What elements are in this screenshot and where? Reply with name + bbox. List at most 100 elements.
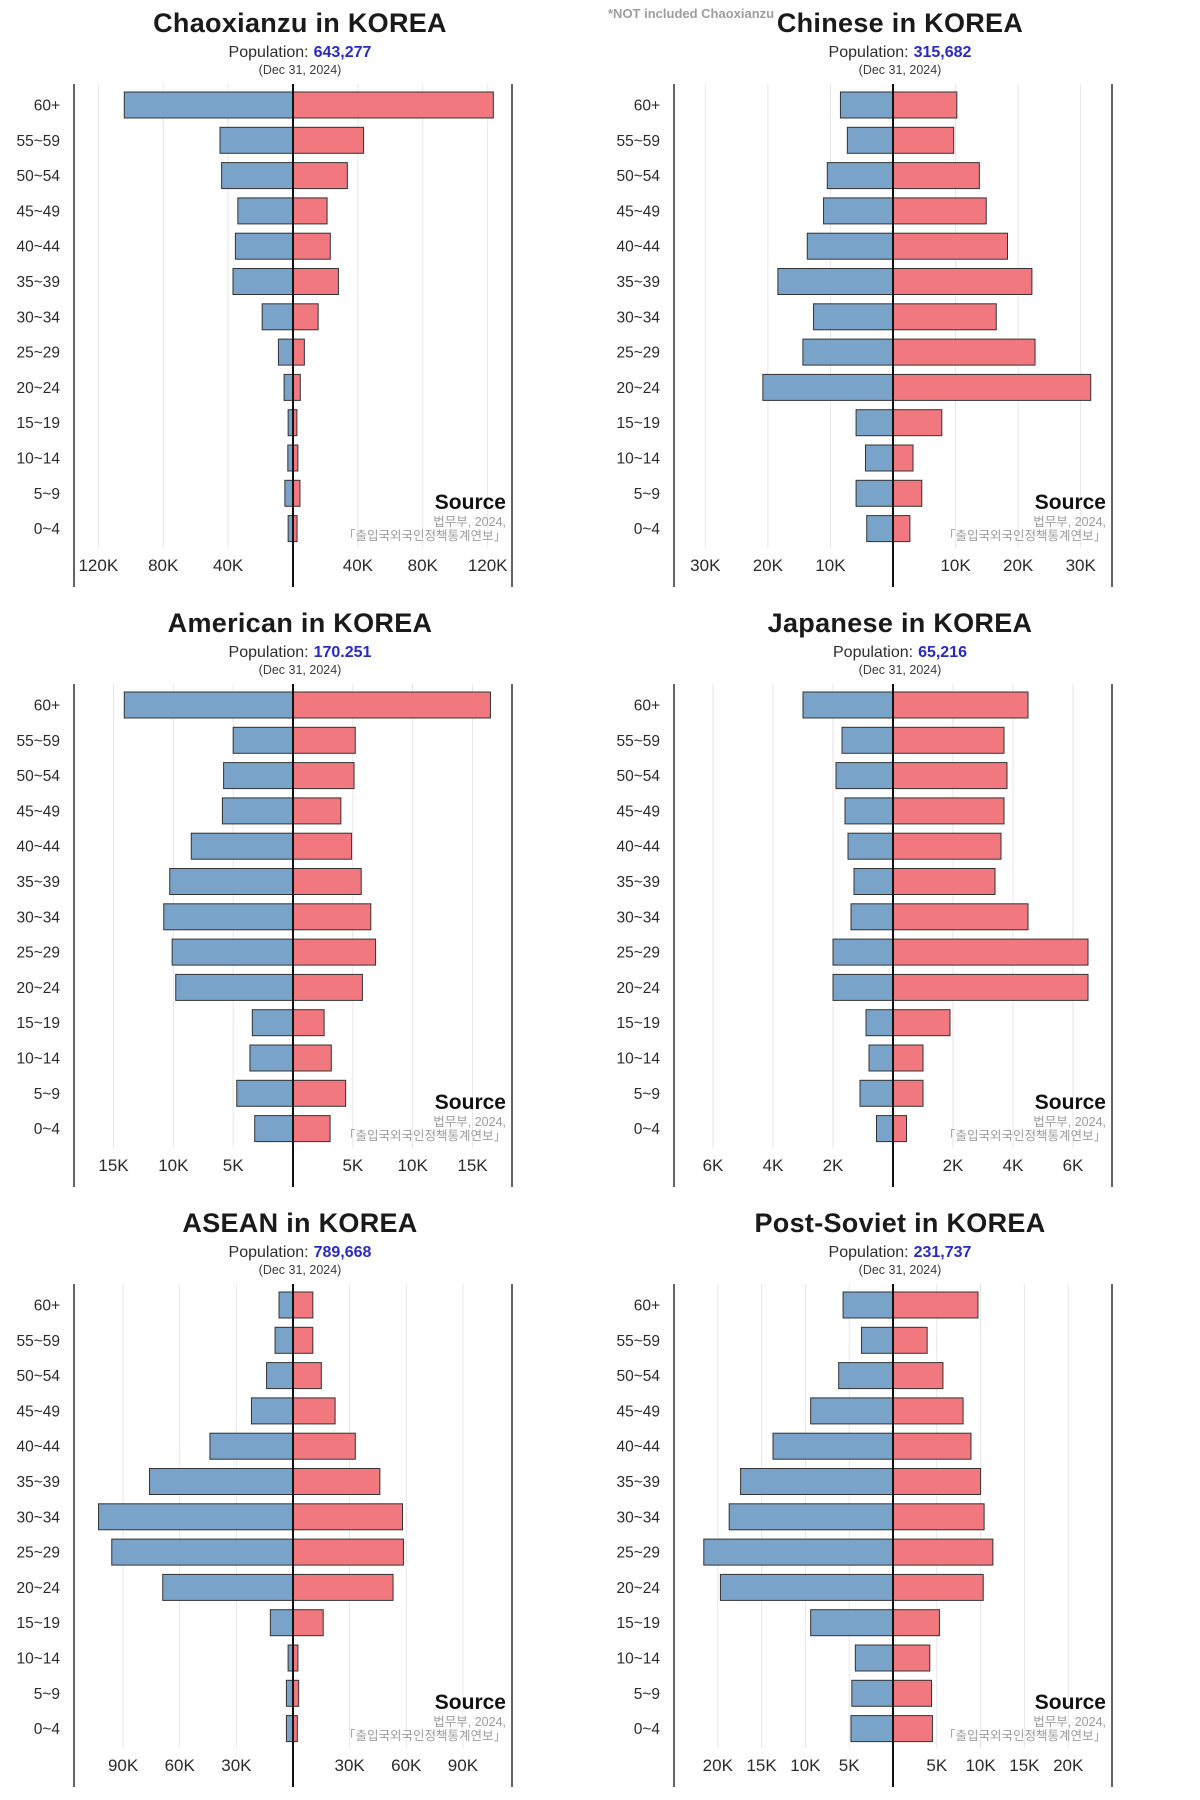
male-bar (838, 1362, 894, 1390)
age-label: 45~49 (616, 803, 660, 820)
age-label: 15~19 (616, 1615, 660, 1632)
age-label: 0~4 (34, 1721, 61, 1738)
male-bar (835, 762, 894, 790)
female-bar (292, 903, 372, 931)
female-bar (892, 1115, 907, 1143)
tick-label: 120K (468, 556, 508, 575)
female-bar (292, 1609, 324, 1637)
female-bar (892, 797, 1005, 825)
source-line-2: 「출입국외국인정책통계연보」 (342, 1128, 506, 1143)
chart-panel-chinese: *NOT included Chaoxianzu Chinese in KORE… (600, 0, 1200, 600)
male-bar (274, 1326, 294, 1354)
population-pyramid-chart: 60+ 55~59 50~54 45~49 40~44 35~39 30~34 25~29 20… (16, 684, 513, 1187)
tick-label: 10K (790, 1756, 821, 1775)
male-bar (813, 303, 894, 331)
female-bar (892, 1362, 944, 1390)
tick-label: 30K (335, 1756, 366, 1775)
male-bar (853, 868, 894, 895)
age-label: 45~49 (616, 1403, 660, 1420)
male-bar (847, 832, 894, 860)
population-label: Population: (228, 1243, 309, 1261)
population-line: Population: 315,682 (600, 44, 1200, 62)
female-bar (892, 162, 980, 190)
female-bar (892, 232, 1009, 260)
age-label: 45~49 (16, 1403, 60, 1420)
female-bar (892, 303, 997, 331)
chart-title: Japanese in KOREA (767, 608, 1033, 638)
female-bar (892, 1715, 933, 1743)
population-value: 789,668 (313, 1243, 372, 1261)
female-bar (292, 232, 331, 260)
female-bar (892, 1432, 972, 1460)
age-label: 45~49 (16, 203, 60, 220)
male-bar (234, 232, 294, 260)
female-bar (292, 832, 353, 860)
source-label: Source (434, 491, 506, 514)
tick-label: 2K (823, 1156, 844, 1175)
female-bar (292, 1538, 404, 1566)
female-bar (892, 973, 1089, 1001)
male-bar (806, 232, 894, 260)
source-line-1: 법무부, 2024, (1033, 1714, 1106, 1729)
age-label: 15~19 (16, 1015, 60, 1032)
population-line: Population: 231,737 (600, 1244, 1200, 1262)
tick-label: 5K (223, 1156, 244, 1175)
female-bar (892, 479, 923, 507)
male-bar (98, 1503, 294, 1531)
source-line-1: 법무부, 2024, (433, 514, 506, 529)
male-bar (728, 1503, 894, 1531)
male-bar (859, 1079, 894, 1107)
male-bar (855, 479, 894, 507)
age-label: 55~59 (616, 133, 660, 150)
age-label: 20~24 (616, 380, 660, 397)
male-bar (219, 126, 294, 154)
male-bar (719, 1573, 894, 1601)
source-block: Source 법무부, 2024, 「출입국외국인정책통계연보」 (343, 1691, 506, 1743)
tick-label: 6K (703, 1156, 724, 1175)
female-bar (892, 1679, 933, 1707)
male-bar (860, 1326, 894, 1354)
male-bar (802, 338, 894, 366)
male-bar (846, 126, 894, 154)
tick-label: 20K (1003, 556, 1034, 575)
female-bar (892, 868, 996, 895)
chart-title: Chinese in KOREA (776, 8, 1024, 38)
age-label: 10~14 (616, 1651, 660, 1668)
not-included-note: *NOT included Chaoxianzu (608, 6, 775, 21)
male-bar (810, 1397, 894, 1425)
female-bar (292, 938, 377, 966)
age-label: 0~4 (34, 521, 61, 538)
age-label: 50~54 (616, 1368, 660, 1385)
population-pyramid-chart: 60+ 55~59 50~54 45~49 40~44 35~39 30~34 25~29 20… (616, 84, 1113, 587)
male-bar (868, 1044, 894, 1072)
tick-label: 15K (98, 1156, 129, 1175)
male-bar (832, 938, 894, 966)
tick-label: 120K (78, 556, 118, 575)
female-bar (892, 515, 911, 543)
source-label: Source (1034, 1691, 1106, 1714)
female-bar (292, 726, 356, 754)
female-bar (292, 1503, 403, 1531)
female-bar (292, 797, 342, 825)
tick-label: 90K (448, 1756, 479, 1775)
source-block: Source 법무부, 2024, 「출입국외국인정책통계연보」 (943, 491, 1106, 543)
population-value: 231,737 (913, 1243, 972, 1261)
female-bar (892, 1326, 928, 1354)
male-bar (842, 1291, 894, 1319)
female-bar (892, 726, 1005, 754)
male-bar (190, 832, 294, 860)
chart-panel-asean: ASEAN in KOREA Population: 789,668 (Dec 3… (0, 1200, 600, 1800)
age-label: 25~29 (616, 1545, 660, 1562)
age-label: 50~54 (16, 768, 60, 785)
age-label: 0~4 (634, 1721, 661, 1738)
female-bar (892, 197, 987, 225)
male-bar (232, 268, 294, 295)
source-line-1: 법무부, 2024, (1033, 514, 1106, 529)
female-bar (892, 1009, 951, 1037)
age-label: 10~14 (16, 1051, 60, 1068)
male-bar (237, 197, 294, 225)
date-note: (Dec 31, 2024) (858, 62, 942, 77)
tick-label: 6K (1063, 1156, 1084, 1175)
male-bar (278, 1291, 294, 1319)
